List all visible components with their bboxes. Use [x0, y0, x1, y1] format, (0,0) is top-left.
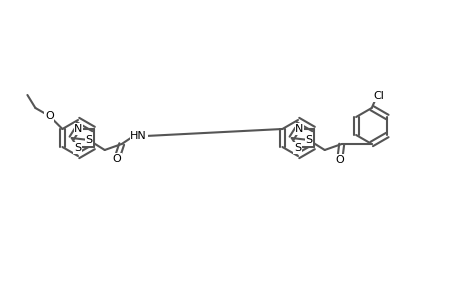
Text: O: O	[45, 111, 54, 121]
Text: Cl: Cl	[372, 91, 383, 101]
Text: N: N	[74, 124, 83, 134]
Text: S: S	[304, 135, 312, 145]
Text: S: S	[293, 143, 300, 153]
Text: S: S	[73, 143, 81, 153]
Text: S: S	[85, 135, 92, 145]
Text: N: N	[295, 124, 303, 134]
Text: O: O	[112, 154, 121, 164]
Text: O: O	[335, 155, 343, 165]
Text: HN: HN	[130, 131, 147, 141]
